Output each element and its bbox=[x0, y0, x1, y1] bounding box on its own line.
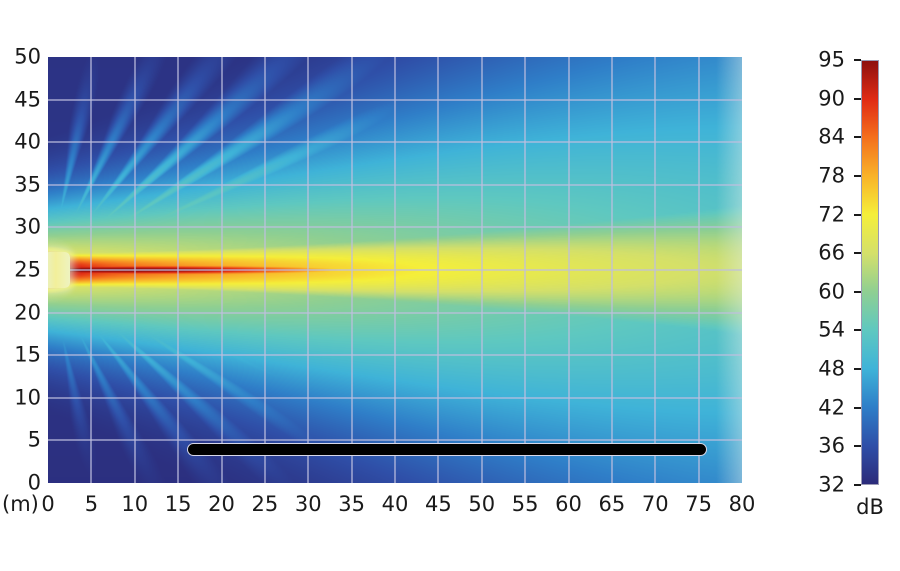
y-axis-tick-label: 15 bbox=[14, 342, 41, 367]
colorbar-tick-label: 90 bbox=[818, 86, 845, 111]
y-axis-unit-label: (m) bbox=[2, 492, 39, 516]
colorbar-tick-mark bbox=[854, 174, 861, 177]
colorbar-unit-label: dB bbox=[856, 495, 884, 519]
heatmap-field bbox=[48, 57, 742, 483]
y-axis-tick-label: 0 bbox=[27, 470, 41, 495]
colorbar-tick-mark bbox=[854, 97, 861, 100]
x-axis-tick-label: 30 bbox=[294, 492, 322, 516]
x-axis-tick-label: 40 bbox=[381, 492, 409, 516]
colorbar-tick-mark bbox=[854, 329, 861, 332]
colorbar-tick-label: 84 bbox=[818, 124, 845, 149]
x-axis-tick-label: 15 bbox=[164, 492, 192, 516]
scale-bar-annotation bbox=[186, 442, 708, 456]
plot-area bbox=[48, 57, 742, 483]
colorbar-gradient bbox=[861, 60, 879, 485]
colorbar-tick-mark bbox=[854, 290, 861, 293]
colorbar-tick-label: 48 bbox=[818, 356, 845, 381]
colorbar-tick-mark bbox=[854, 406, 861, 409]
colorbar-tick-label: 78 bbox=[818, 163, 845, 188]
colorbar-tick-mark bbox=[854, 252, 861, 255]
colorbar-tick-label: 60 bbox=[818, 279, 845, 304]
y-axis-tick-label: 45 bbox=[14, 87, 41, 112]
x-axis-tick-label: 60 bbox=[555, 492, 582, 516]
y-axis-tick-label: 10 bbox=[14, 385, 41, 410]
colorbar-tick-label: 42 bbox=[818, 395, 845, 420]
y-axis-tick-label: 30 bbox=[14, 214, 41, 239]
x-axis-tick-label: 25 bbox=[251, 492, 279, 516]
colorbar-tick-label: 36 bbox=[818, 433, 845, 458]
y-axis-tick-label: 50 bbox=[14, 44, 41, 69]
colorbar-tick-mark bbox=[854, 484, 861, 486]
colorbar-tick-mark bbox=[854, 59, 861, 61]
x-axis-tick-label: 75 bbox=[685, 492, 712, 516]
x-axis-tick-label: 50 bbox=[468, 492, 496, 516]
y-axis-tick-label: 20 bbox=[14, 300, 41, 325]
y-axis-tick-label: 35 bbox=[14, 172, 41, 197]
x-axis-tick-label: 5 bbox=[84, 492, 99, 516]
colorbar-tick-label: 95 bbox=[818, 47, 845, 72]
colorbar-tick-label: 72 bbox=[818, 202, 845, 227]
x-axis-tick-label: 70 bbox=[641, 492, 669, 516]
x-axis-tick-label: 20 bbox=[208, 492, 235, 516]
x-axis-tick-label: 65 bbox=[598, 492, 626, 516]
colorbar-tick-mark bbox=[854, 213, 861, 216]
x-axis-tick-label: 35 bbox=[338, 492, 365, 516]
colorbar-tick-mark bbox=[854, 136, 861, 139]
x-axis-tick-label: 10 bbox=[121, 492, 149, 516]
x-axis-tick-label: 55 bbox=[511, 492, 539, 516]
y-axis-tick-label: 40 bbox=[14, 129, 41, 154]
colorbar-tick-label: 66 bbox=[818, 240, 845, 265]
x-axis-tick-label: 45 bbox=[425, 492, 452, 516]
colorbar-tick-mark bbox=[854, 368, 861, 371]
colorbar-tick-label: 32 bbox=[818, 472, 845, 497]
x-axis-tick-label: 0 bbox=[41, 492, 55, 516]
source-marker bbox=[48, 252, 70, 288]
colorbar-tick-mark bbox=[854, 445, 861, 448]
y-axis-tick-label: 25 bbox=[14, 257, 41, 282]
x-axis-tick-label: 80 bbox=[728, 492, 756, 516]
y-axis-tick-label: 5 bbox=[27, 427, 41, 452]
colorbar-tick-label: 54 bbox=[818, 317, 845, 342]
